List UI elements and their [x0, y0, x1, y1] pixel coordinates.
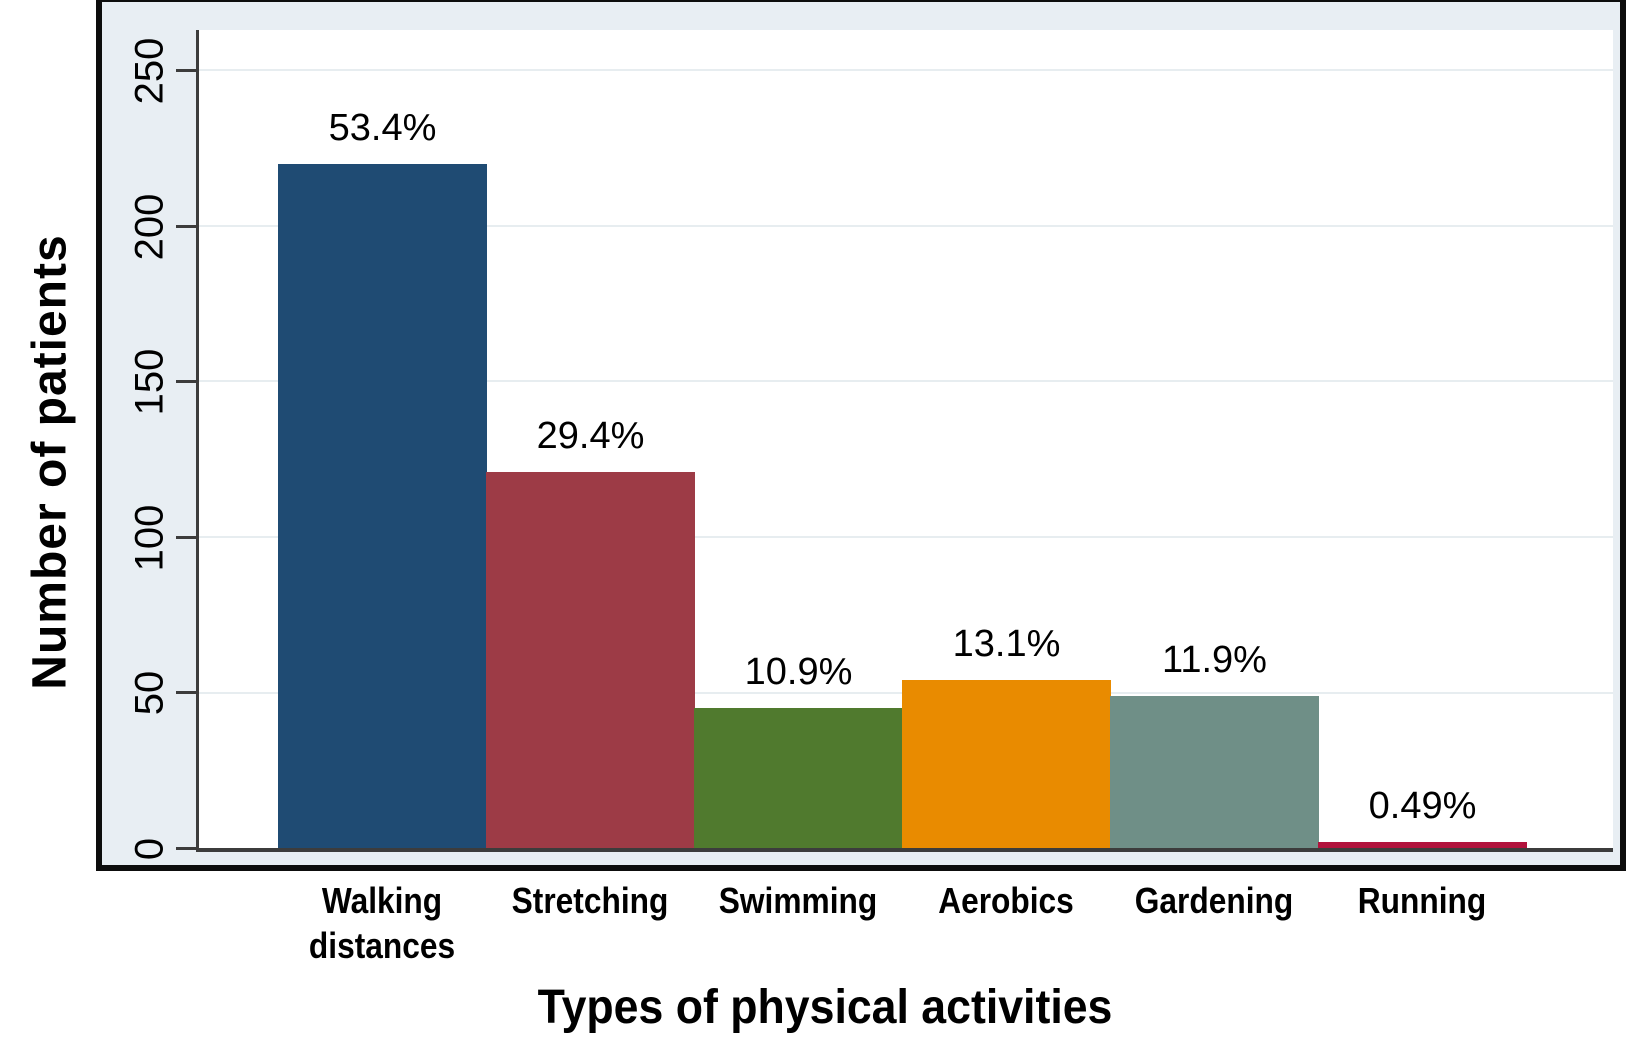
y-tick-label-0: 0 [127, 837, 172, 861]
bar-aerobics [902, 680, 1111, 848]
x-category-label-swimming: Swimming [718, 880, 878, 921]
y-tick-0 [176, 847, 196, 850]
y-tick-label-100: 100 [127, 504, 172, 572]
x-axis-title: Types of physical activities [537, 981, 1113, 1034]
chart-frame: 53.4% 29.4% 10.9% 13.1% 11.9% 0.49% 0 50 100 150… [96, 0, 1626, 871]
bar-value-label-running: 0.49% [1368, 784, 1477, 827]
gridline-250 [199, 69, 1613, 72]
bar-value-label-swimming: 10.9% [744, 651, 853, 694]
y-tick-100 [176, 535, 196, 539]
bar-swimming [694, 708, 903, 848]
x-category-label-stretching: Stretching [511, 880, 669, 921]
bar-value-label-stretching: 29.4% [536, 414, 645, 457]
y-tick-50 [176, 691, 196, 695]
bar-stretching [486, 471, 695, 848]
y-tick-label-150: 150 [127, 349, 172, 416]
plot-inner: 53.4% 29.4% 10.9% 13.1% 11.9% 0.49% [199, 30, 1613, 848]
bar-running [1318, 841, 1527, 848]
bar-gardening [1110, 695, 1319, 848]
y-tick-label-200: 200 [127, 193, 172, 261]
plot-area: 53.4% 29.4% 10.9% 13.1% 11.9% 0.49% [196, 30, 1613, 852]
y-tick-label-50: 50 [127, 671, 172, 716]
x-category-label-aerobics: Aerobics [938, 880, 1074, 921]
bar-walking-distances [278, 163, 487, 848]
gridline-100 [199, 535, 1613, 538]
y-tick-200 [176, 224, 196, 228]
gridline-150 [199, 380, 1613, 383]
bar-value-label-gardening: 11.9% [1162, 638, 1267, 681]
bar-value-label-walking-distances: 53.4% [328, 106, 437, 149]
y-axis-title: Number of patients [23, 234, 77, 690]
y-tick-label-250: 250 [127, 38, 172, 105]
bar-value-label-aerobics: 13.1% [952, 623, 1061, 666]
x-category-label-walking-distances: Walking distances [308, 880, 456, 966]
x-category-label-running: Running [1357, 880, 1487, 921]
y-tick-250 [176, 69, 196, 73]
x-category-label-gardening: Gardening [1134, 880, 1294, 921]
y-tick-150 [176, 380, 196, 384]
gridline-200 [199, 224, 1613, 227]
